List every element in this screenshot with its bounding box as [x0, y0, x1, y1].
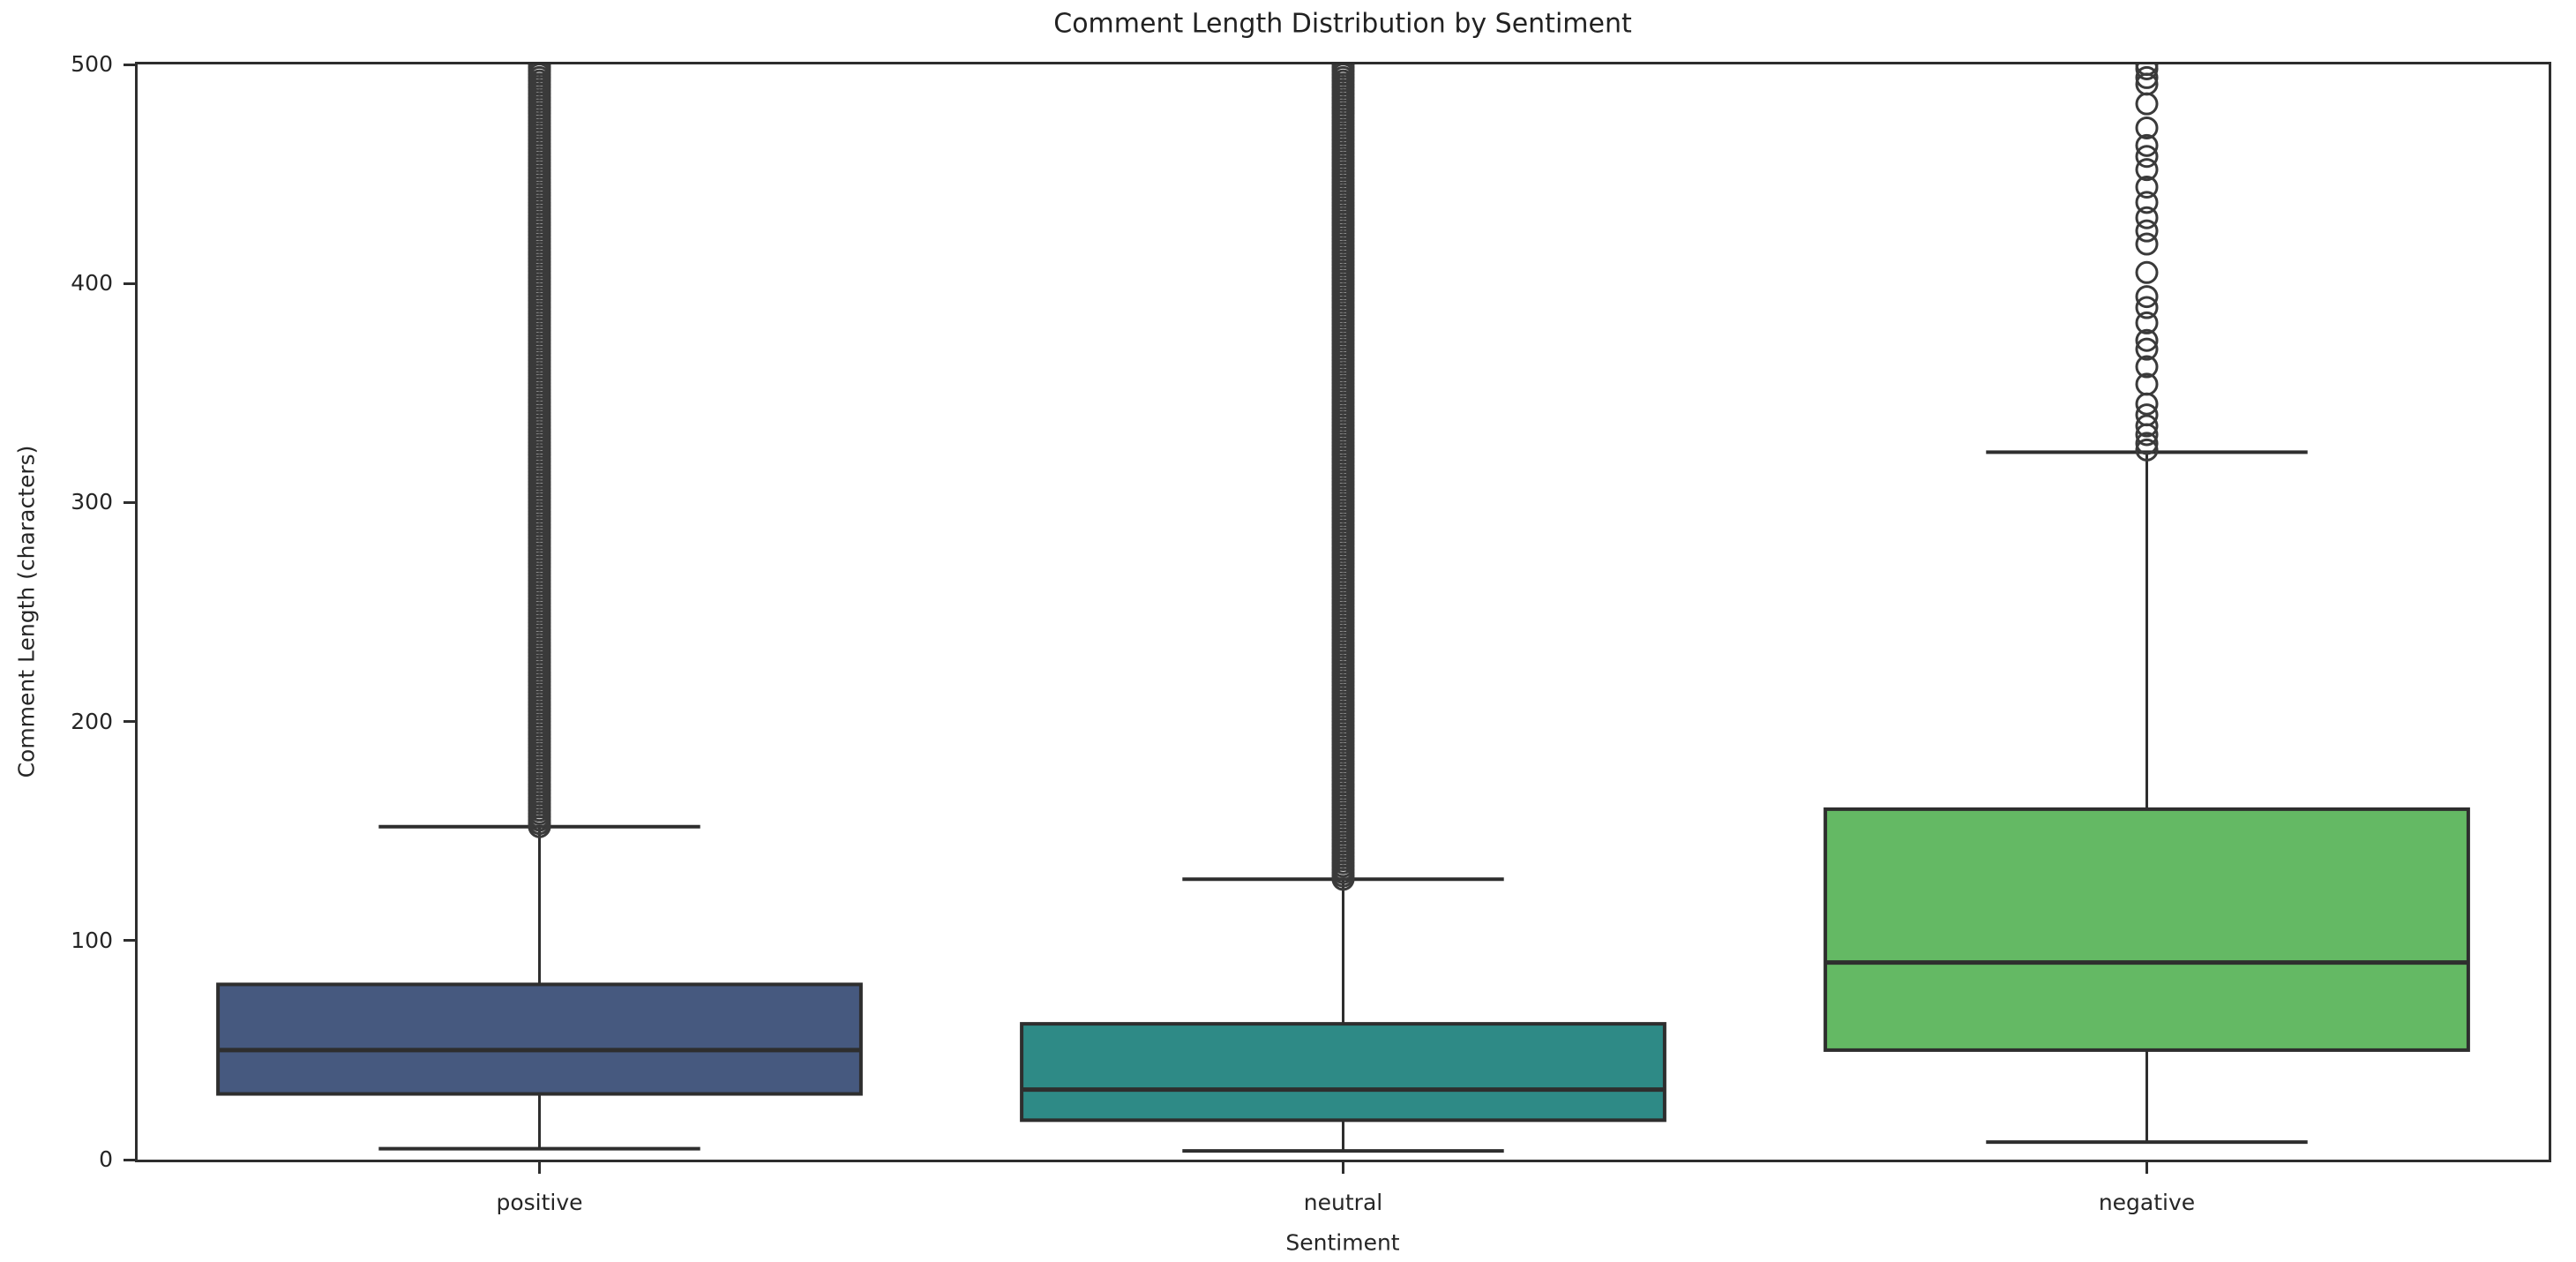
outlier-point-negative [2135, 337, 2159, 361]
y-tick-label: 500 [71, 51, 113, 77]
plot-area [135, 62, 2551, 1162]
x-tick-mark [1342, 1162, 1344, 1174]
box-neutral [1020, 1022, 1666, 1123]
y-tick-label: 100 [71, 927, 113, 953]
outlier-point-negative [2135, 65, 2159, 89]
outlier-point-negative [2135, 423, 2159, 447]
outlier-point-negative [2135, 328, 2159, 352]
outlier-point-negative [2135, 414, 2159, 438]
outlier-point-negative [2135, 260, 2159, 284]
y-tick-mark [124, 939, 135, 943]
outlier-point-negative [2135, 206, 2159, 229]
x-axis-label: Sentiment [1285, 1229, 1400, 1256]
outlier-point-negative [2135, 219, 2159, 243]
x-tick-label-neutral: neutral [1303, 1190, 1383, 1215]
boxplot-canvas [216, 64, 2470, 1153]
outlier-point-negative [2135, 145, 2159, 169]
outlier-point-negative [2135, 285, 2159, 309]
x-tick-label-negative: negative [2098, 1190, 2196, 1215]
chart-title: Comment Length Distribution by Sentiment [1053, 8, 1632, 40]
box-positive [216, 982, 863, 1096]
y-tick-mark [124, 500, 135, 504]
y-tick-label: 200 [71, 708, 113, 734]
x-tick-label-positive: positive [496, 1190, 583, 1215]
y-tick-mark [124, 282, 135, 285]
outlier-point-negative [2135, 191, 2159, 214]
y-tick-label: 0 [99, 1146, 113, 1172]
y-axis-label: Comment Length (characters) [13, 445, 40, 778]
outlier-point-negative [2135, 438, 2159, 462]
outlier-point-neutral [1331, 64, 1355, 76]
x-tick-mark [538, 1162, 541, 1174]
y-tick-label: 300 [71, 489, 113, 515]
y-tick-mark [124, 63, 135, 66]
outlier-point-negative [2135, 355, 2159, 379]
box-negative [1823, 807, 2470, 1052]
outlier-point-negative [2135, 175, 2159, 199]
outlier-point-negative [2135, 133, 2159, 157]
outlier-point-negative [2135, 92, 2159, 116]
outlier-point-negative [2135, 432, 2159, 455]
outlier-point-negative [2135, 64, 2159, 80]
y-tick-label: 400 [71, 270, 113, 297]
outlier-point-negative [2135, 392, 2159, 416]
outlier-point-negative [2135, 158, 2159, 182]
outlier-point-negative [2135, 296, 2159, 319]
x-tick-mark [2145, 1162, 2148, 1174]
outlier-point-negative [2135, 116, 2159, 139]
outlier-point-negative [2135, 232, 2159, 256]
outlier-point-negative [2135, 311, 2159, 334]
outlier-point-positive [528, 64, 551, 76]
y-tick-mark [124, 720, 135, 724]
y-tick-mark [124, 1158, 135, 1161]
